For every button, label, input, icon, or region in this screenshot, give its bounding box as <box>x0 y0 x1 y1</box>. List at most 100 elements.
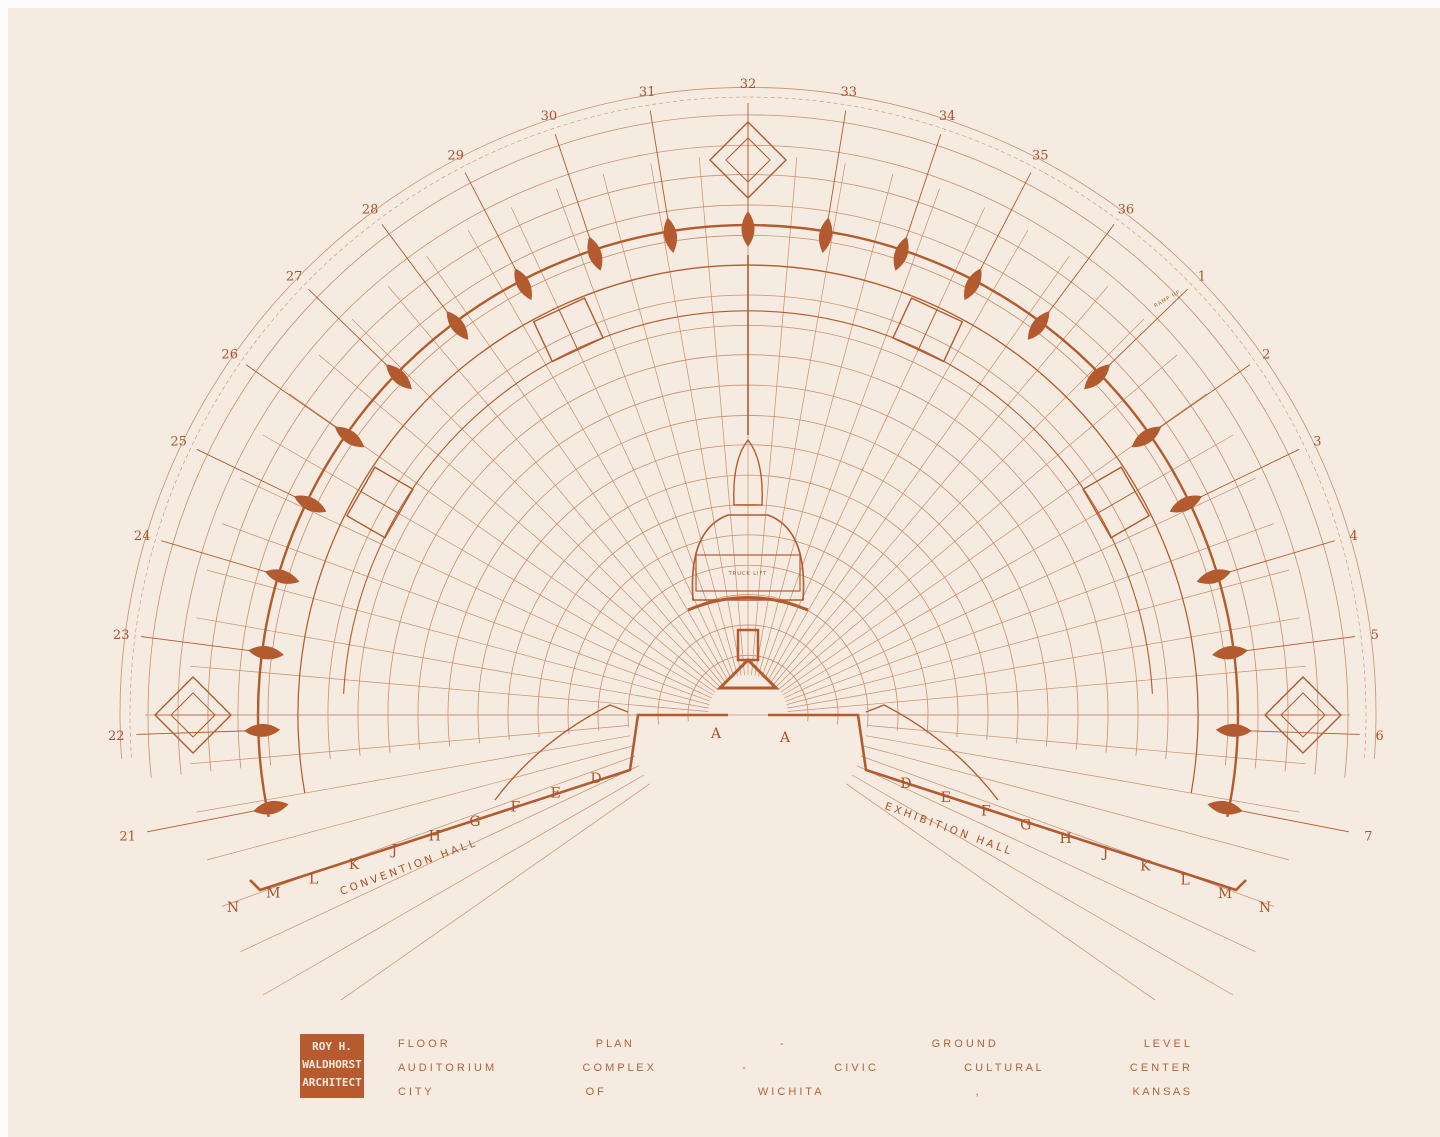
stage-edge <box>687 596 809 612</box>
bay-letter-right: N <box>1259 900 1271 916</box>
grid-number-label: 22 <box>108 729 125 744</box>
grid-number-label: 33 <box>841 85 858 100</box>
title-word: F L O O R <box>398 1038 448 1050</box>
grid-radial <box>754 163 846 676</box>
bay-letter-right: D <box>900 776 911 792</box>
grid-number-label: 23 <box>113 628 130 643</box>
grid-radial <box>556 188 735 678</box>
title-word: C E N T E R <box>1129 1062 1190 1074</box>
grid-radial <box>773 285 1109 685</box>
grid-radial <box>866 735 1300 813</box>
bay-letter-right: K <box>1140 859 1151 875</box>
grid-arc <box>129 96 1367 759</box>
column-pier-shape <box>248 646 284 660</box>
service-core <box>891 297 964 363</box>
grid-number-label: 1 <box>1198 269 1206 284</box>
column-pier <box>818 217 833 253</box>
grid-number-label: 29 <box>447 149 464 164</box>
grid-radial <box>318 354 718 690</box>
stage-triangle <box>716 657 780 690</box>
column-pier-shape <box>1084 364 1111 390</box>
column-pier-shape <box>663 217 678 253</box>
title-word: O F <box>585 1086 604 1098</box>
bay-letter-left: K <box>349 857 360 873</box>
grid-radial <box>190 725 629 765</box>
column-pier-shape <box>741 211 755 247</box>
column-pier <box>385 364 412 390</box>
grid-radial <box>856 765 1256 953</box>
bay-letter-left: J <box>389 843 397 859</box>
convention-hall-label: CONVENTION HALL <box>338 837 479 898</box>
column-pier <box>1207 800 1243 815</box>
bay-letter-left: L <box>309 871 318 887</box>
exhibition-hall-curve <box>865 704 999 801</box>
column-pier <box>1131 426 1162 448</box>
title-word: C O M P L E X <box>582 1062 654 1074</box>
column-pier-shape <box>1131 426 1162 448</box>
grid-radial <box>782 434 1234 696</box>
service-room <box>891 297 964 363</box>
column-pier <box>446 311 469 340</box>
grid-number-label: 5 <box>1371 628 1379 643</box>
service-core <box>345 466 414 539</box>
service-room <box>532 297 605 363</box>
grid-radial <box>340 783 650 1000</box>
column-pier <box>264 569 300 584</box>
grid-number-label: 35 <box>1032 149 1049 164</box>
column-pier <box>1084 364 1111 390</box>
grid-radial <box>863 745 1289 861</box>
grid-radial <box>784 477 1256 699</box>
title-word: A U D I T O R I U M <box>398 1062 495 1074</box>
grid-number-label: 36 <box>1118 203 1135 218</box>
service-core <box>532 297 605 363</box>
truck-lift-label: TRUCK LIFT <box>728 571 768 577</box>
column-pier-shape <box>244 723 281 737</box>
grid-radial <box>196 617 709 709</box>
grid-number-label: 4 <box>1350 529 1358 544</box>
column-pier <box>253 800 289 815</box>
bay-letter-right: E <box>941 790 951 806</box>
grid-radial <box>207 745 633 861</box>
grid-radial <box>776 318 1145 687</box>
grid-number-label: 30 <box>541 109 558 124</box>
column-pier-shape <box>385 364 412 390</box>
column-pier-shape <box>1196 569 1232 584</box>
grid-radial <box>786 569 1289 705</box>
bay-letter-right: G <box>1020 817 1031 833</box>
grid-radial <box>758 174 894 677</box>
bay-letter-left: E <box>551 785 561 801</box>
grid-radial <box>867 725 1306 765</box>
column-pier-shape <box>446 311 469 340</box>
column-pier <box>964 268 982 301</box>
grid-radial <box>262 434 714 696</box>
column-pier <box>587 236 603 271</box>
architect-logo: ROY H. WALDHORST ARCHITECT <box>300 1034 364 1098</box>
stage-extension <box>733 438 763 506</box>
grid-number-label: 34 <box>939 109 956 124</box>
grid-radial <box>761 188 940 678</box>
grid-number-label: 27 <box>286 269 303 284</box>
bay-letter-right: J <box>1101 845 1109 861</box>
grid-radial <box>467 229 729 681</box>
column-pier <box>663 217 678 253</box>
bay-letter-right: F <box>981 804 991 820</box>
bay-letter-center: A <box>710 726 722 742</box>
grid-number-label: 31 <box>639 85 656 100</box>
bay-letter-left: N <box>227 900 239 916</box>
grid-number-label: 6 <box>1376 729 1384 744</box>
grid-number-label: 25 <box>170 435 187 450</box>
exhibition-hall-wall <box>768 713 1247 892</box>
grid-radial <box>860 755 1275 907</box>
column-pier-shape <box>253 800 289 815</box>
grid-number-label: 3 <box>1313 435 1321 450</box>
title-word: G R O U N D <box>931 1038 996 1050</box>
stage-outline <box>691 514 805 601</box>
column-pier <box>1196 569 1232 584</box>
bay-letter-left: F <box>510 800 520 816</box>
column-pier-shape <box>514 268 532 301</box>
column-pier-shape <box>964 268 982 301</box>
column-pier-shape <box>587 236 603 271</box>
title-word: L E V E L <box>1143 1038 1190 1050</box>
stair-tower-east <box>1264 676 1342 754</box>
grid-radial <box>221 755 636 907</box>
